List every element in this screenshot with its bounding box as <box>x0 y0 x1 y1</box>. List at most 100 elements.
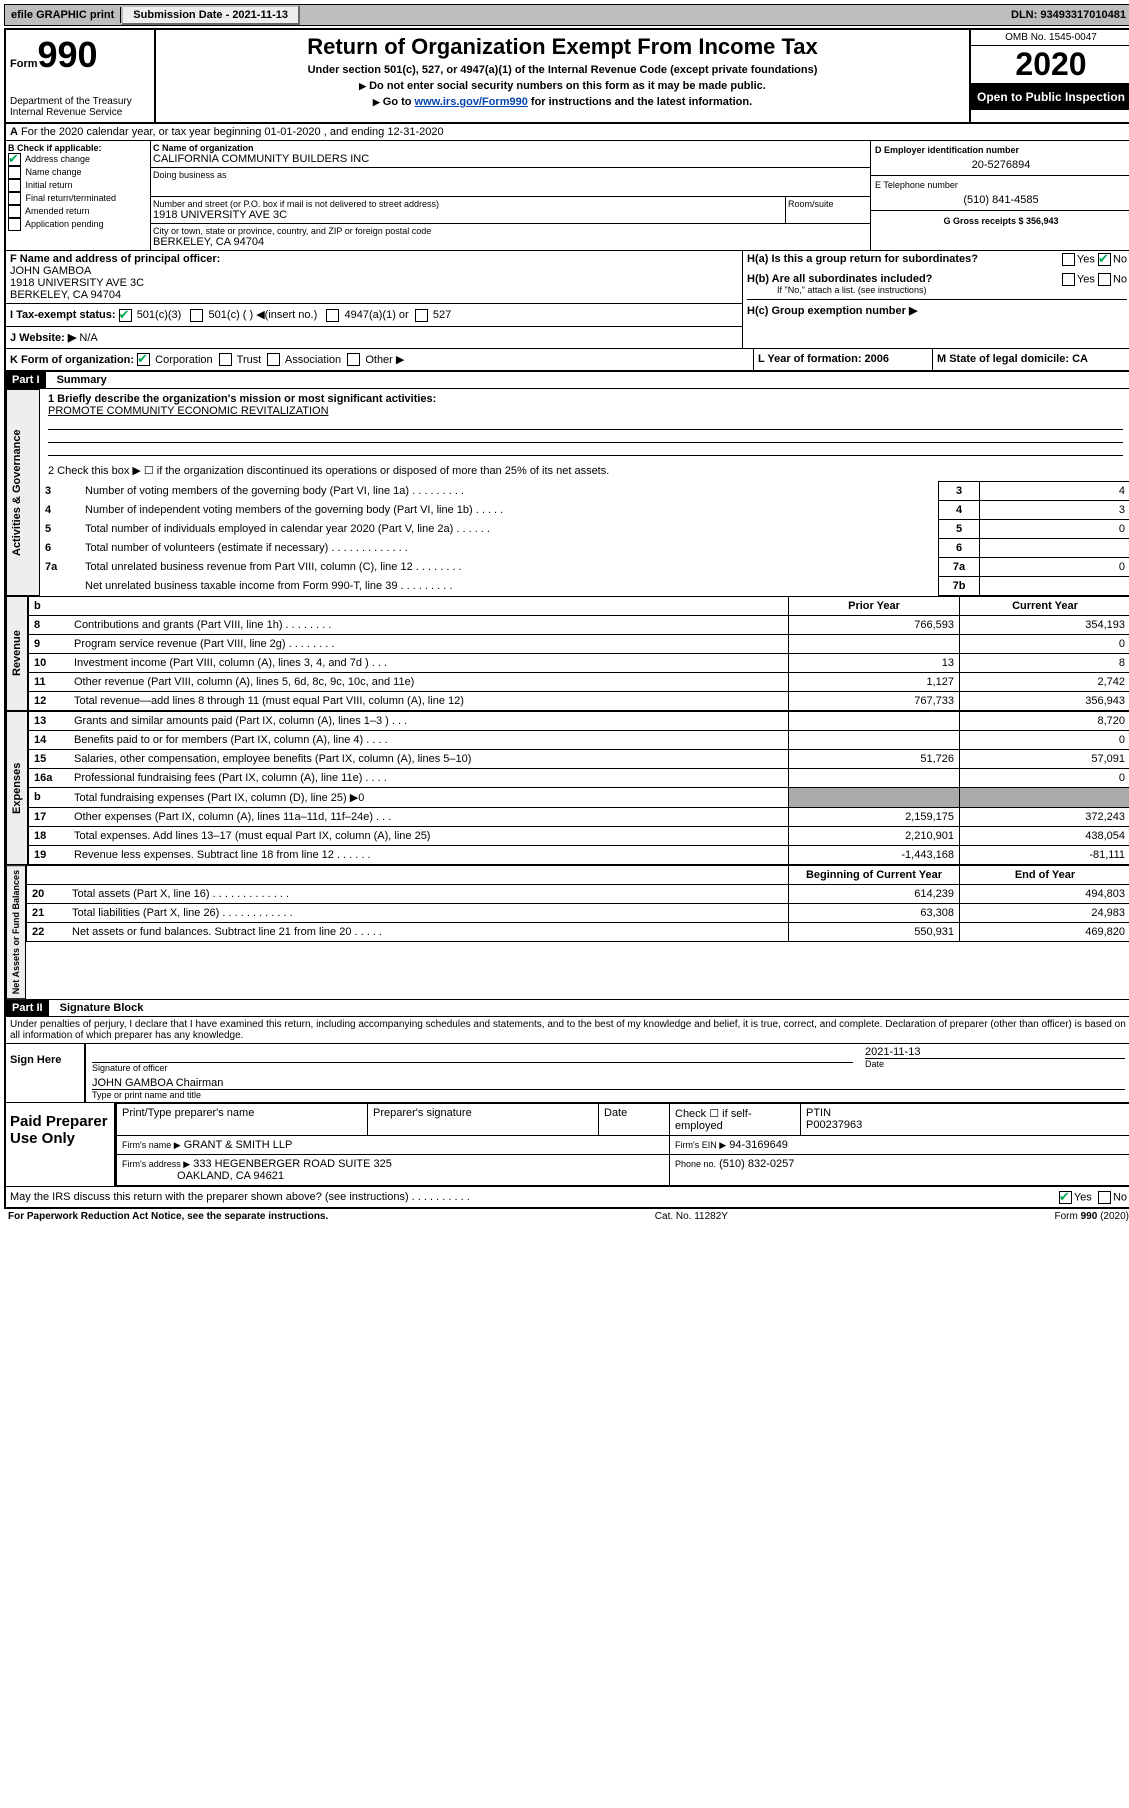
ha-no[interactable] <box>1098 253 1111 266</box>
ein-label: D Employer identification number <box>875 145 1127 155</box>
footer-left: For Paperwork Reduction Act Notice, see … <box>8 1211 328 1222</box>
sign-here-block: Sign Here Signature of officer 2021-11-1… <box>6 1043 1129 1102</box>
prep-date-label: Date <box>599 1104 670 1136</box>
b-option-checkbox[interactable] <box>8 179 21 192</box>
current-value: 356,943 <box>960 692 1129 711</box>
period-a: A <box>10 126 18 138</box>
row-text: Total number of individuals employed in … <box>80 520 939 539</box>
shaded-cell <box>960 788 1129 808</box>
dept-label: Department of the Treasury <box>10 96 150 107</box>
discuss-no[interactable] <box>1098 1191 1111 1204</box>
arrow-icon <box>373 96 383 108</box>
side-netassets: Net Assets or Fund Balances <box>6 865 26 999</box>
row-text: Total expenses. Add lines 13–17 (must eq… <box>69 827 789 846</box>
row-num: 22 <box>27 923 68 942</box>
dln-label: DLN: 93493317010481 <box>1005 7 1129 23</box>
firm-addr1: 333 HEGENBERGER ROAD SUITE 325 <box>193 1158 392 1170</box>
discuss-yes[interactable] <box>1059 1191 1072 1204</box>
checkbox-501c[interactable] <box>190 309 203 322</box>
row-text: Other revenue (Part VIII, column (A), li… <box>69 673 789 692</box>
blank-line <box>48 417 1123 430</box>
name-label: C Name of organization <box>153 143 868 153</box>
k-trust[interactable] <box>219 353 232 366</box>
part2-title: Part II <box>6 1000 49 1016</box>
hb-yes[interactable] <box>1062 273 1075 286</box>
current-value: 0 <box>960 769 1129 788</box>
col-prior: Prior Year <box>789 597 960 616</box>
j-value: N/A <box>79 332 97 344</box>
b-option-label: Application pending <box>25 219 104 229</box>
checkbox-4947[interactable] <box>326 309 339 322</box>
part1-title: Part I <box>6 372 46 388</box>
prior-value <box>789 712 960 731</box>
b-option-label: Final return/terminated <box>26 193 117 203</box>
phone-value: (510) 841-4585 <box>875 194 1127 206</box>
netassets-section: Net Assets or Fund Balances Beginning of… <box>6 865 1129 999</box>
line1-value: PROMOTE COMMUNITY ECONOMIC REVITALIZATIO… <box>48 405 1123 417</box>
no-label2: No <box>1113 273 1127 285</box>
prior-value: 13 <box>789 654 960 673</box>
form990-link[interactable]: www.irs.gov/Form990 <box>415 96 528 108</box>
hb-label: H(b) Are all subordinates included? <box>747 273 932 285</box>
inspection-label: Open to Public Inspection <box>971 84 1129 110</box>
period-line: A For the 2020 calendar year, or tax yea… <box>6 124 1129 141</box>
row-text: Number of independent voting members of … <box>80 501 939 520</box>
b-option-checkbox[interactable] <box>8 218 21 231</box>
row-box: 4 <box>939 501 980 520</box>
prior-value: 614,239 <box>789 885 960 904</box>
row-text: Total liabilities (Part X, line 26) . . … <box>67 904 789 923</box>
firm-addr-label: Firm's address ▶ <box>122 1159 190 1169</box>
j-label: J Website: ▶ <box>10 332 76 344</box>
blank-line <box>48 430 1123 443</box>
current-value: 494,803 <box>960 885 1129 904</box>
gross-label: G Gross receipts $ 356,943 <box>943 216 1058 226</box>
ptin-label: PTIN <box>806 1107 831 1119</box>
b-option-checkbox[interactable] <box>8 153 21 166</box>
row-text: Total revenue—add lines 8 through 11 (mu… <box>69 692 789 711</box>
k-corp[interactable] <box>137 353 150 366</box>
section-c: C Name of organization CALIFORNIA COMMUN… <box>151 141 870 250</box>
row-num: 21 <box>27 904 68 923</box>
b-option-checkbox[interactable] <box>8 205 21 218</box>
hb-no[interactable] <box>1098 273 1111 286</box>
current-value: 57,091 <box>960 750 1129 769</box>
row-num: 12 <box>29 692 70 711</box>
firm-name: GRANT & SMITH LLP <box>184 1139 293 1151</box>
current-value: 8 <box>960 654 1129 673</box>
prep-name-label: Print/Type preparer's name <box>117 1104 368 1136</box>
row-num: 13 <box>29 712 70 731</box>
submission-date-button[interactable]: Submission Date - 2021-11-13 <box>121 5 300 25</box>
ha-yes[interactable] <box>1062 253 1075 266</box>
yes-label2: Yes <box>1077 273 1095 285</box>
checkbox-527[interactable] <box>415 309 428 322</box>
prior-value <box>789 769 960 788</box>
row-num: 11 <box>29 673 70 692</box>
form-number: 990 <box>38 34 98 75</box>
row-text: Total assets (Part X, line 16) . . . . .… <box>67 885 789 904</box>
row-num: 19 <box>29 846 70 865</box>
omb-label: OMB No. 1545-0047 <box>971 30 1129 46</box>
notice2-prefix: Go to <box>383 96 415 108</box>
date-label: Date <box>865 1059 1125 1069</box>
f-label: F Name and address of principal officer: <box>10 253 220 265</box>
row-num: b <box>29 788 70 808</box>
k-other[interactable] <box>347 353 360 366</box>
officer-name: JOHN GAMBOA Chairman <box>92 1077 1125 1090</box>
prior-value <box>789 635 960 654</box>
col-end: End of Year <box>960 866 1129 885</box>
prior-value: 1,127 <box>789 673 960 692</box>
firm-addr2: OAKLAND, CA 94621 <box>177 1170 284 1182</box>
k-assoc[interactable] <box>267 353 280 366</box>
current-value: 24,983 <box>960 904 1129 923</box>
current-value: 372,243 <box>960 808 1129 827</box>
b-option-checkbox[interactable] <box>8 166 21 179</box>
expenses-table: 13 Grants and similar amounts paid (Part… <box>28 711 1129 865</box>
checkbox-501c3[interactable] <box>119 309 132 322</box>
form-title-center: Return of Organization Exempt From Incom… <box>156 30 969 122</box>
b-option-checkbox[interactable] <box>8 192 21 205</box>
opt-501c3: 501(c)(3) <box>137 309 182 321</box>
side-revenue: Revenue <box>6 596 28 711</box>
current-value: 0 <box>960 731 1129 750</box>
k-other-label: Other ▶ <box>365 354 404 366</box>
row-num: 6 <box>40 539 80 558</box>
